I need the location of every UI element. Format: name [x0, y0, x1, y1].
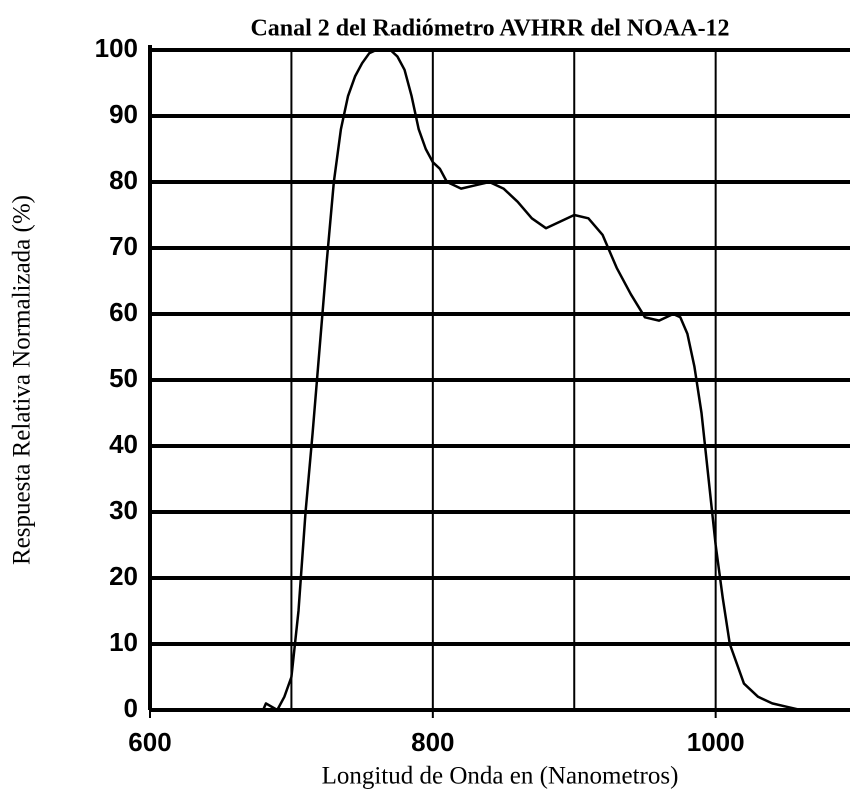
x-tick-label: 800: [411, 727, 454, 757]
y-tick-label: 90: [109, 99, 138, 129]
y-tick-label: 40: [109, 429, 138, 459]
y-tick-label: 70: [109, 231, 138, 261]
y-tick-label: 50: [109, 363, 138, 393]
y-tick-label: 0: [124, 693, 138, 723]
x-tick-label: 1000: [687, 727, 745, 757]
y-axis-label: Respuesta Relativa Normalizada (%): [9, 195, 36, 565]
y-tick-label: 100: [95, 33, 138, 63]
x-axis-label: Longitud de Onda en (Nanometros): [322, 763, 679, 790]
line: [150, 48, 850, 712]
y-tick-label: 60: [109, 297, 138, 327]
y-tick-label: 20: [109, 561, 138, 591]
x-tick-label: 600: [128, 727, 171, 757]
y-tick-label: 30: [109, 495, 138, 525]
y-tick-label: 80: [109, 165, 138, 195]
chart-title: Canal 2 del Radiómetro AVHRR del NOAA-12: [250, 16, 729, 42]
y-tick-label: 10: [109, 627, 138, 657]
